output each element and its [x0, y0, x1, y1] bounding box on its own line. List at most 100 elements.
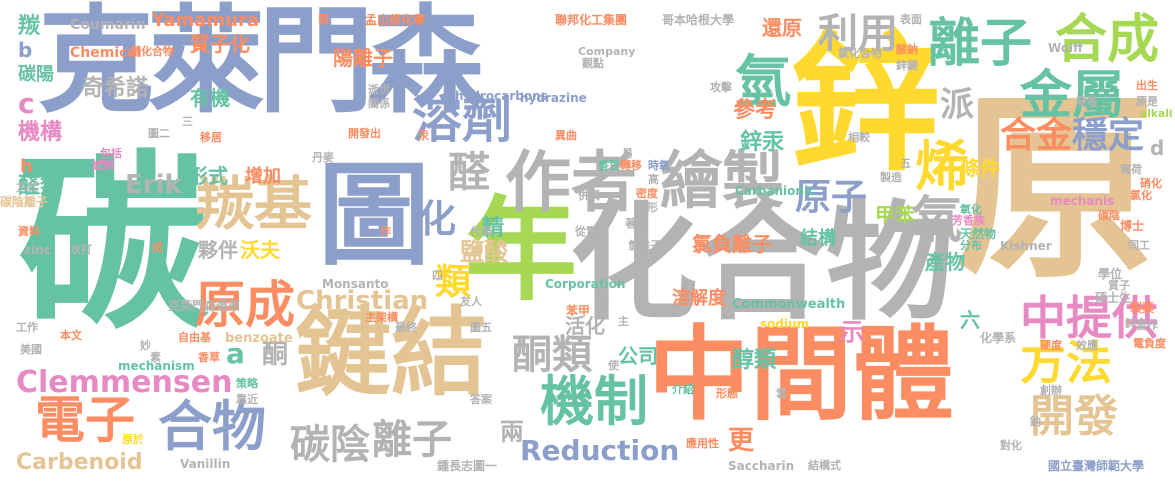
word-mechanism-en: mechanism — [118, 359, 195, 373]
word-clemmensen: Clemmensen — [16, 365, 233, 400]
word-benzoate: benzoate — [225, 331, 293, 346]
word-gao: 高 — [648, 173, 659, 186]
word-clemmensen-cn: 克萊門森 — [38, 0, 484, 129]
word-emigrate: 移居 — [200, 131, 222, 144]
word-answer: 答案 — [470, 393, 492, 406]
word-ketone: 酮 — [262, 340, 289, 370]
word-yun: 雲 — [776, 387, 787, 400]
word-cation: 陽離子 — [333, 46, 393, 70]
word-oxy-time: 時氧 — [648, 159, 670, 172]
word-zhong-fig1: 鍾長志圖一 — [437, 459, 498, 473]
word-originally-2: 原是 — [1136, 95, 1158, 108]
word-two: 兩 — [500, 418, 524, 446]
word-applicability: 應用性 — [686, 437, 719, 450]
word-christian: Christian — [296, 286, 429, 316]
word-shi: 示 — [840, 318, 864, 346]
word-data: 資料 — [18, 225, 40, 238]
word-zinc-mercury: 鋅汞 — [740, 130, 785, 155]
word-hydrochloric-acid: 鹽酸 — [460, 238, 508, 266]
word-zinc-gold: 鋅金 — [1125, 317, 1147, 330]
word-coumarin: Coumarin — [70, 17, 146, 33]
word-manufacture: 製造 — [880, 171, 902, 184]
word-attack: 攻擊 — [710, 81, 732, 94]
word-this-article: 本文 — [60, 329, 82, 342]
word-hydrocarbons: hydrocarbons — [455, 89, 548, 103]
word-chishino: 奇希諾 — [82, 76, 149, 101]
word-developed: 開發出 — [348, 127, 381, 140]
word-work: 工作 — [16, 321, 38, 334]
word-alkali: alkali — [1140, 107, 1173, 120]
word-author: 作者 — [505, 144, 637, 221]
word-zinc-en: zinc — [24, 243, 51, 257]
word-intermediate: 中間體 — [648, 316, 954, 435]
word-chlorination: 氯化 — [1130, 189, 1152, 202]
word-d: d — [1150, 136, 1165, 160]
word-carbon-form: 碳形 — [636, 201, 658, 214]
word-usa: 美國 — [20, 343, 42, 356]
word-proton: 質子 — [1108, 279, 1130, 292]
word-ntnu: 國立臺灣師範大學 — [1048, 459, 1145, 473]
word-more: 更 — [728, 426, 755, 456]
word-electron: 電子 — [35, 391, 135, 449]
word-attack-2: 攻打 — [70, 243, 92, 256]
word-morphology: 形態 — [716, 387, 738, 400]
word-alloy: 合金 — [1000, 115, 1073, 156]
word-effect: 效應 — [1076, 339, 1098, 352]
word-approach: 靠近 — [236, 393, 258, 406]
word-pharma: 製藥 — [1130, 301, 1155, 315]
word-main: 主 — [618, 315, 629, 328]
word-yamamura: Yamamura — [152, 10, 260, 31]
word-from-electron: 從電 — [575, 225, 597, 238]
word-surface: 表面 — [900, 13, 922, 26]
word-died: 逝世 — [368, 83, 390, 96]
word-company: 公司 — [618, 344, 658, 368]
word-oxygen: 氧 — [912, 191, 962, 249]
word-miao: 妙 — [140, 339, 151, 352]
word-carbon: 碳 — [18, 134, 209, 355]
word-san: 三 — [182, 115, 193, 128]
word-kishner: Kishner — [1000, 239, 1052, 253]
word-monsanto: Monsanto — [322, 277, 389, 291]
word-final: 最終 — [395, 321, 417, 334]
word-ruo: 弱 — [318, 13, 329, 26]
word-mechanism-2: 機構 — [18, 120, 63, 145]
word-synthesis: 合成 — [1055, 10, 1160, 70]
word-su: 素 — [150, 351, 161, 364]
word-wolff: Wolff — [1048, 41, 1083, 55]
word-same: 同工 — [1128, 239, 1150, 252]
word-toluene: 甲苯 — [875, 203, 915, 227]
word-zinc-bond: 鋅鍵 — [896, 59, 918, 72]
word-carbonyl-small: 羰 — [18, 14, 41, 39]
word-form: 形式 — [188, 164, 228, 188]
word-carbanion: 碳陰 — [290, 422, 370, 468]
word-wu: 五 — [900, 157, 911, 170]
word-reduction: Reduction — [520, 434, 680, 467]
word-clemmensen-reduction: 克萊門森還原 — [168, 299, 241, 313]
word-coumarin-cn: 香豆 — [598, 159, 620, 172]
word-electronegativity: 電負度 — [1133, 337, 1166, 350]
word-compare: 相較 — [848, 131, 870, 144]
word-product: 產物 — [925, 250, 965, 274]
word-vanillin: Vanillin — [180, 457, 231, 471]
word-main-skeleton: 主架構 — [365, 311, 398, 324]
word-stable: 穩定 — [1072, 115, 1145, 156]
word-natural-product: 天然物 — [960, 227, 997, 241]
word-degree: 學位 — [1098, 267, 1123, 281]
word-reagent: 試劑 — [92, 159, 114, 172]
word-nitration: 硝化 — [1140, 177, 1162, 190]
word-condition: 條件 — [960, 156, 1000, 180]
word-bonding: 鍵結 — [295, 297, 487, 409]
word-chem-dept: 化學系 — [980, 331, 1017, 345]
word-aldehyde: 醛 — [448, 148, 491, 197]
word-carbanion-long: 碳陰離子 — [0, 195, 49, 209]
word-fig2: 圖二 — [148, 127, 170, 140]
word-hua: 化 — [418, 197, 457, 241]
word-introduce: 介紹 — [672, 383, 694, 396]
word-solvent: 溶劑 — [412, 91, 512, 149]
word-si: 四 — [432, 269, 443, 282]
word-vanilla: 香草 — [198, 351, 220, 364]
word-oxidation: 氧化 — [960, 203, 982, 216]
word-develop: 開發 — [1030, 391, 1118, 442]
word-figure: 圖 — [318, 151, 430, 281]
word-b: b — [18, 38, 33, 62]
